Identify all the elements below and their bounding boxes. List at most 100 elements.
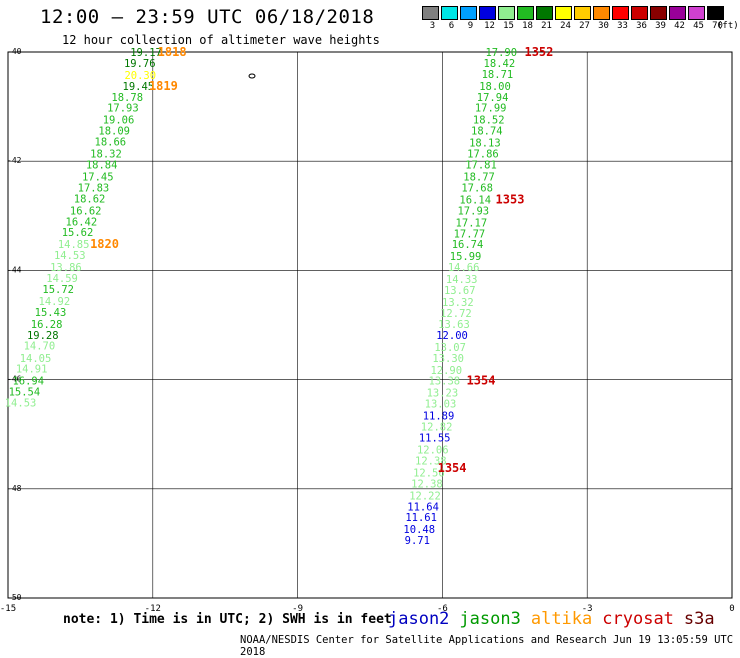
color-scale-label: 24 [560,21,571,31]
swh-value-label: 17.17 [456,217,488,229]
swh-value-label: 18.77 [463,171,495,183]
color-scale-swatch [688,6,705,20]
swh-value-label: 18.62 [74,193,106,205]
satellite-legend: jason2 jason3 altika cryosat s3a [388,609,725,629]
swh-value-label: 19.06 [103,115,135,127]
color-scale-swatch [593,6,610,20]
swh-value-label: 13.32 [442,297,474,309]
color-scale-swatch [517,6,534,20]
swh-value-label: 14.59 [46,273,78,285]
swh-value-label: 13.03 [425,399,457,411]
swh-value-label: 17.81 [465,159,497,171]
swh-value-label: 13.38 [429,376,461,388]
swh-value-label: 13.67 [444,285,476,297]
swh-value-label: 13.86 [50,262,82,274]
swh-value-label: 12.56 [413,467,445,479]
swh-value-label: 14.92 [39,296,71,308]
color-scale-swatch [460,6,477,20]
swh-value-label: 17.90 [485,47,517,59]
color-scale-swatch [422,6,439,20]
swh-value-label: 13.30 [432,353,464,365]
color-scale-swatch [669,6,686,20]
swh-value-label: 17.68 [461,182,493,194]
color-scale-swatch [574,6,591,20]
y-tick-label: -48 [7,484,22,493]
swh-value-label: 14.91 [16,364,48,376]
time-label: 1354 [467,374,496,388]
color-scale-label: 27 [579,21,590,31]
swh-value-label: 17.94 [477,92,509,104]
swh-value-label: 12.82 [421,422,453,434]
swh-value-label: 13.23 [427,388,459,400]
swh-value-label: 18.32 [90,149,122,161]
color-scale-swatch [536,6,553,20]
chart-note: note: 1) Time is in UTC; 2) SWH is in fe… [63,612,392,627]
swh-value-label: 12.90 [430,365,462,377]
color-scale-swatch [707,6,724,20]
plot-frame [7,51,733,599]
swh-value-label: 13.63 [438,319,470,331]
color-scale-swatch [555,6,572,20]
swh-value-label: 12.38 [415,455,447,467]
swh-value-label: 18.74 [471,126,503,138]
color-scale-label: 15 [503,21,514,31]
credit-line: NOAA/NESDIS Center for Satellite Applica… [240,634,734,658]
color-scale-label: 9 [467,21,474,31]
y-tick-label: -44 [7,265,22,274]
swh-value-label: 14.85 [58,239,90,251]
swh-value-label: 14.05 [20,353,52,365]
color-scale-label: 33 [617,21,628,31]
swh-value-label: 15.99 [450,251,482,263]
swh-value-label: 14.53 [54,250,86,262]
color-scale-swatch [612,6,629,20]
swh-value-label: 17.83 [78,182,110,194]
time-label: 1820 [90,237,119,251]
swh-value-label: 15.43 [35,307,67,319]
small-marker [248,73,256,79]
color-scale-unit: (ft) [717,21,739,31]
color-scale-legend: 3 6 9 12 15 18 21 24 27 30 33 36 39 42 45 70 (ft) [422,6,739,32]
x-tick-label: -6 [437,604,448,614]
time-label: 1818 [158,45,187,59]
swh-value-label: 19.28 [27,330,59,342]
swh-value-label: 15.54 [9,387,41,399]
legend-entry: jason2 [388,609,450,629]
swh-value-label: 18.13 [469,138,501,150]
time-label: 1352 [524,45,553,59]
swh-value-label: 17.93 [107,103,139,115]
swh-value-label: 14.70 [24,341,56,353]
swh-value-label: 12.22 [409,490,441,502]
color-scale-label: 6 [448,21,455,31]
swh-value-label: 17.45 [82,171,114,183]
time-label: 1353 [496,192,525,206]
y-tick-label: -40 [7,47,22,56]
swh-value-label: 19.76 [124,58,156,70]
swh-value-label: 14.66 [448,262,480,274]
color-scale-swatch [498,6,515,20]
swh-value-label: 16.62 [70,205,102,217]
swh-value-label: 10.48 [403,524,435,536]
x-tick-label: -12 [145,604,161,614]
swh-value-label: 18.52 [473,115,505,127]
color-scale-label: 39 [655,21,666,31]
swh-value-label: 17.99 [475,103,507,115]
swh-value-label: 12.00 [436,330,468,342]
swh-value-label: 15.62 [62,227,94,239]
swh-value-label: 16.14 [459,194,491,206]
swh-value-label: 16.28 [31,319,63,331]
legend-entry: jason3 [459,609,521,629]
x-tick-label: -3 [582,604,593,614]
swh-value-label: 18.42 [484,58,516,70]
time-label: 1819 [149,79,178,93]
x-tick-label: -15 [0,604,16,614]
chart-subtitle: 12 hour collection of altimeter wave hei… [62,33,380,47]
swh-value-label: 13.07 [434,342,466,354]
swh-value-label: 14.53 [5,398,37,410]
swh-value-label: 17.77 [454,228,486,240]
chart-title: 12:00 – 23:59 UTC 06/18/2018 [40,6,375,28]
y-tick-label: -42 [7,156,22,165]
swh-value-label: 16.94 [12,376,44,388]
y-tick-label: -50 [7,593,22,602]
